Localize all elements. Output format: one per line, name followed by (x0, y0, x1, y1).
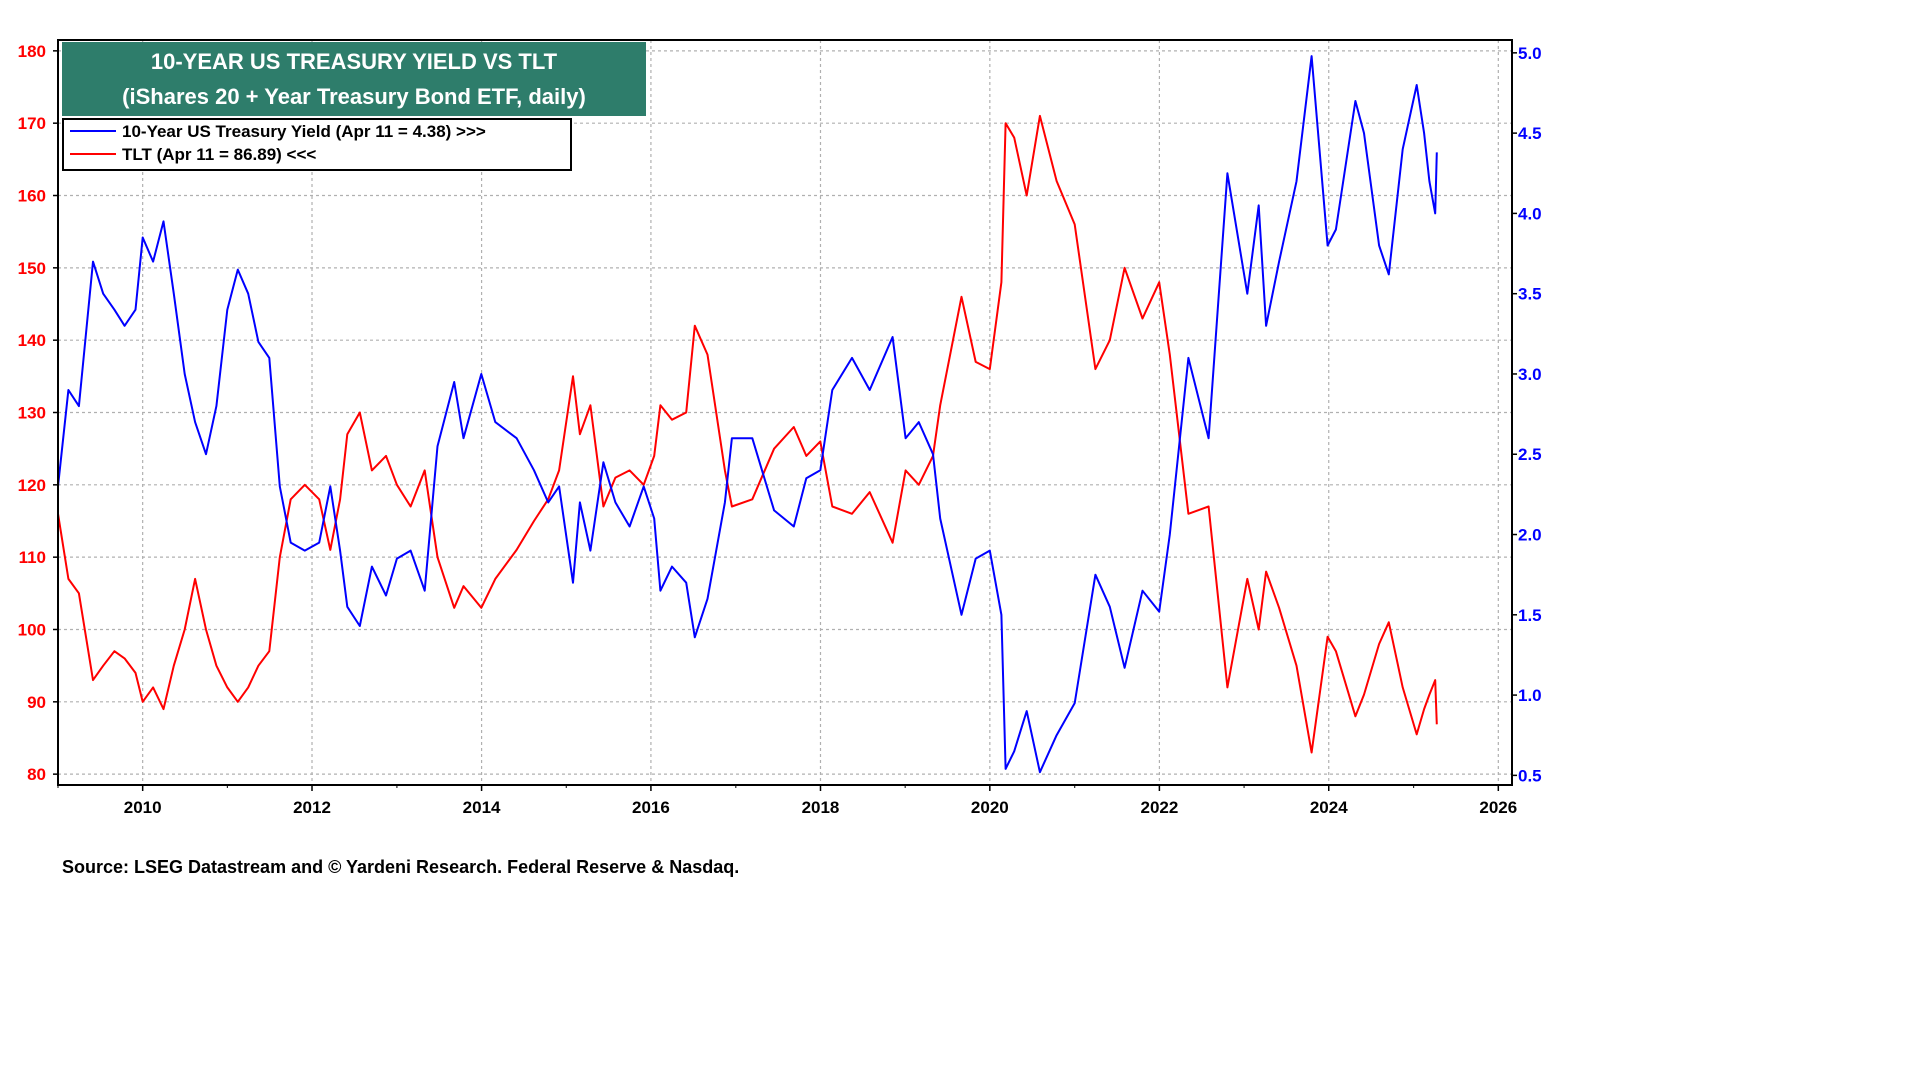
left-tick-label: 140 (18, 331, 46, 350)
left-tick-label: 170 (18, 114, 46, 133)
left-tick-label: 120 (18, 476, 46, 495)
left-tick-label: 80 (27, 765, 46, 784)
x-tick-label: 2014 (463, 798, 501, 817)
x-tick-label: 2022 (1140, 798, 1178, 817)
right-tick-label: 4.5 (1518, 124, 1542, 143)
left-tick-label: 150 (18, 259, 46, 278)
right-tick-label: 2.5 (1518, 445, 1542, 464)
left-axis-ticks: 80 90 100 110 120 130 140 150 160 170 180 (18, 42, 58, 784)
right-tick-label: 4.0 (1518, 204, 1542, 223)
right-tick-label: 3.0 (1518, 365, 1542, 384)
treasury-yield-series-line (57, 55, 1438, 774)
left-tick-label: 100 (18, 620, 46, 639)
legend: 10-Year US Treasury Yield (Apr 11 = 4.38… (62, 118, 572, 171)
left-tick-label: 110 (19, 548, 46, 567)
x-tick-label: 2010 (124, 798, 162, 817)
title-box (62, 42, 646, 116)
x-tick-label: 2018 (802, 798, 840, 817)
right-axis-ticks: 0.5 1.0 1.5 2.0 2.5 3.0 3.5 4.0 4.5 5.0 (1512, 44, 1542, 785)
legend-box (62, 118, 572, 171)
left-tick-label: 90 (27, 693, 46, 712)
series-lines (57, 55, 1438, 774)
title-block: 10-YEAR US TREASURY YIELD VS TLT (iShare… (62, 42, 646, 116)
legend-label-tlt: TLT (Apr 11 = 86.89) <<< (122, 145, 316, 164)
right-tick-label: 3.5 (1518, 285, 1542, 304)
left-tick-label: 160 (18, 187, 46, 206)
source-note: Source: LSEG Datastream and © Yardeni Re… (62, 857, 739, 877)
right-tick-label: 2.0 (1518, 526, 1542, 545)
chart: 80 90 100 110 120 130 140 150 160 170 180 0.5 1.0 1.… (18, 39, 1542, 877)
legend-label-treasury-yield: 10-Year US Treasury Yield (Apr 11 = 4.38… (122, 122, 486, 141)
x-tick-label: 2012 (293, 798, 331, 817)
chart-title: 10-YEAR US TREASURY YIELD VS TLT (151, 49, 558, 74)
chart-subtitle: (iShares 20 + Year Treasury Bond ETF, da… (122, 84, 586, 109)
right-tick-label: 1.0 (1518, 686, 1542, 705)
right-tick-label: 5.0 (1518, 44, 1542, 63)
x-tick-label: 2024 (1310, 798, 1348, 817)
x-axis-ticks: 2010 2012 2014 2016 2018 2020 2022 2024 2026 (57, 785, 1517, 817)
x-tick-label: 2016 (632, 798, 670, 817)
right-tick-label: 0.5 (1518, 766, 1542, 785)
grid (58, 40, 1512, 785)
left-tick-label: 180 (18, 42, 46, 61)
right-tick-label: 1.5 (1518, 606, 1542, 625)
x-tick-label: 2026 (1479, 798, 1517, 817)
x-tick-label: 2020 (971, 798, 1009, 817)
tlt-series-line (57, 114, 1438, 754)
left-tick-label: 130 (18, 404, 46, 423)
